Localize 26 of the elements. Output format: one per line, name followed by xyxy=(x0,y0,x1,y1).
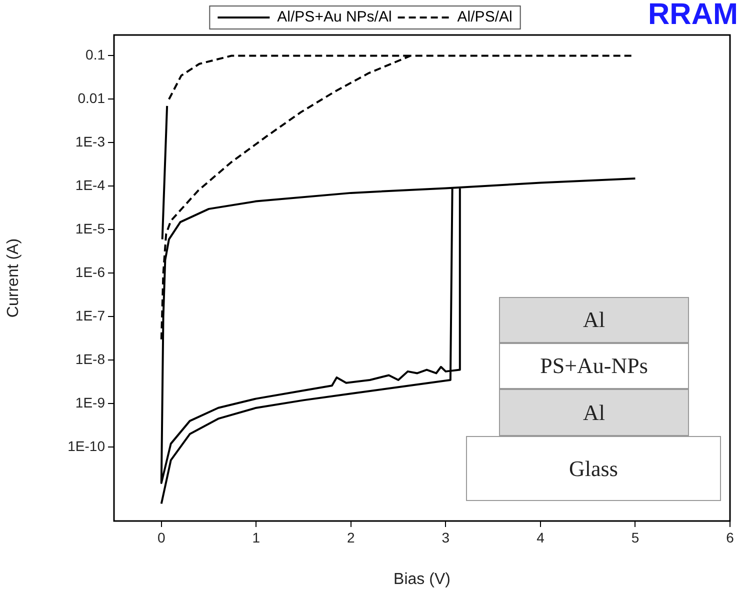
x-tick-label: 3 xyxy=(442,529,450,546)
x-tick-label: 6 xyxy=(726,529,734,546)
y-tick-label: 0.1 xyxy=(86,46,106,63)
annotation: PS+Au-NPs xyxy=(499,343,689,389)
annotation: Al xyxy=(499,297,689,343)
text: RRAM xyxy=(648,0,738,32)
y-tick-label: 1E-10 xyxy=(68,438,106,454)
y-tick-label: 1E-9 xyxy=(75,394,106,410)
x-tick-label: 0 xyxy=(157,529,166,546)
y-tick-label: 1E-5 xyxy=(75,220,106,237)
annotation: Al xyxy=(499,389,689,436)
y-axis-title: Current (A) xyxy=(5,238,22,318)
y-tick-label: 1E-6 xyxy=(75,264,106,280)
y-tick-label: 1E-7 xyxy=(75,308,106,324)
x-tick-label: 4 xyxy=(536,529,545,546)
y-tick-label: 1E-4 xyxy=(75,177,106,194)
legend-label: Al/PS/Al xyxy=(457,8,512,26)
annotation: Glass xyxy=(466,436,721,501)
y-tick-label: 1E-8 xyxy=(75,351,106,368)
x-axis-title: Bias (V) xyxy=(394,570,450,588)
y-tick-label: 1E-3 xyxy=(75,134,106,150)
x-tick-label: 2 xyxy=(347,529,356,546)
y-tick-label: 0.01 xyxy=(78,90,106,106)
legend-label: Al/PS+Au NPs/Al xyxy=(277,8,392,26)
x-tick-label: 5 xyxy=(631,529,640,546)
x-tick-label: 1 xyxy=(252,529,260,546)
